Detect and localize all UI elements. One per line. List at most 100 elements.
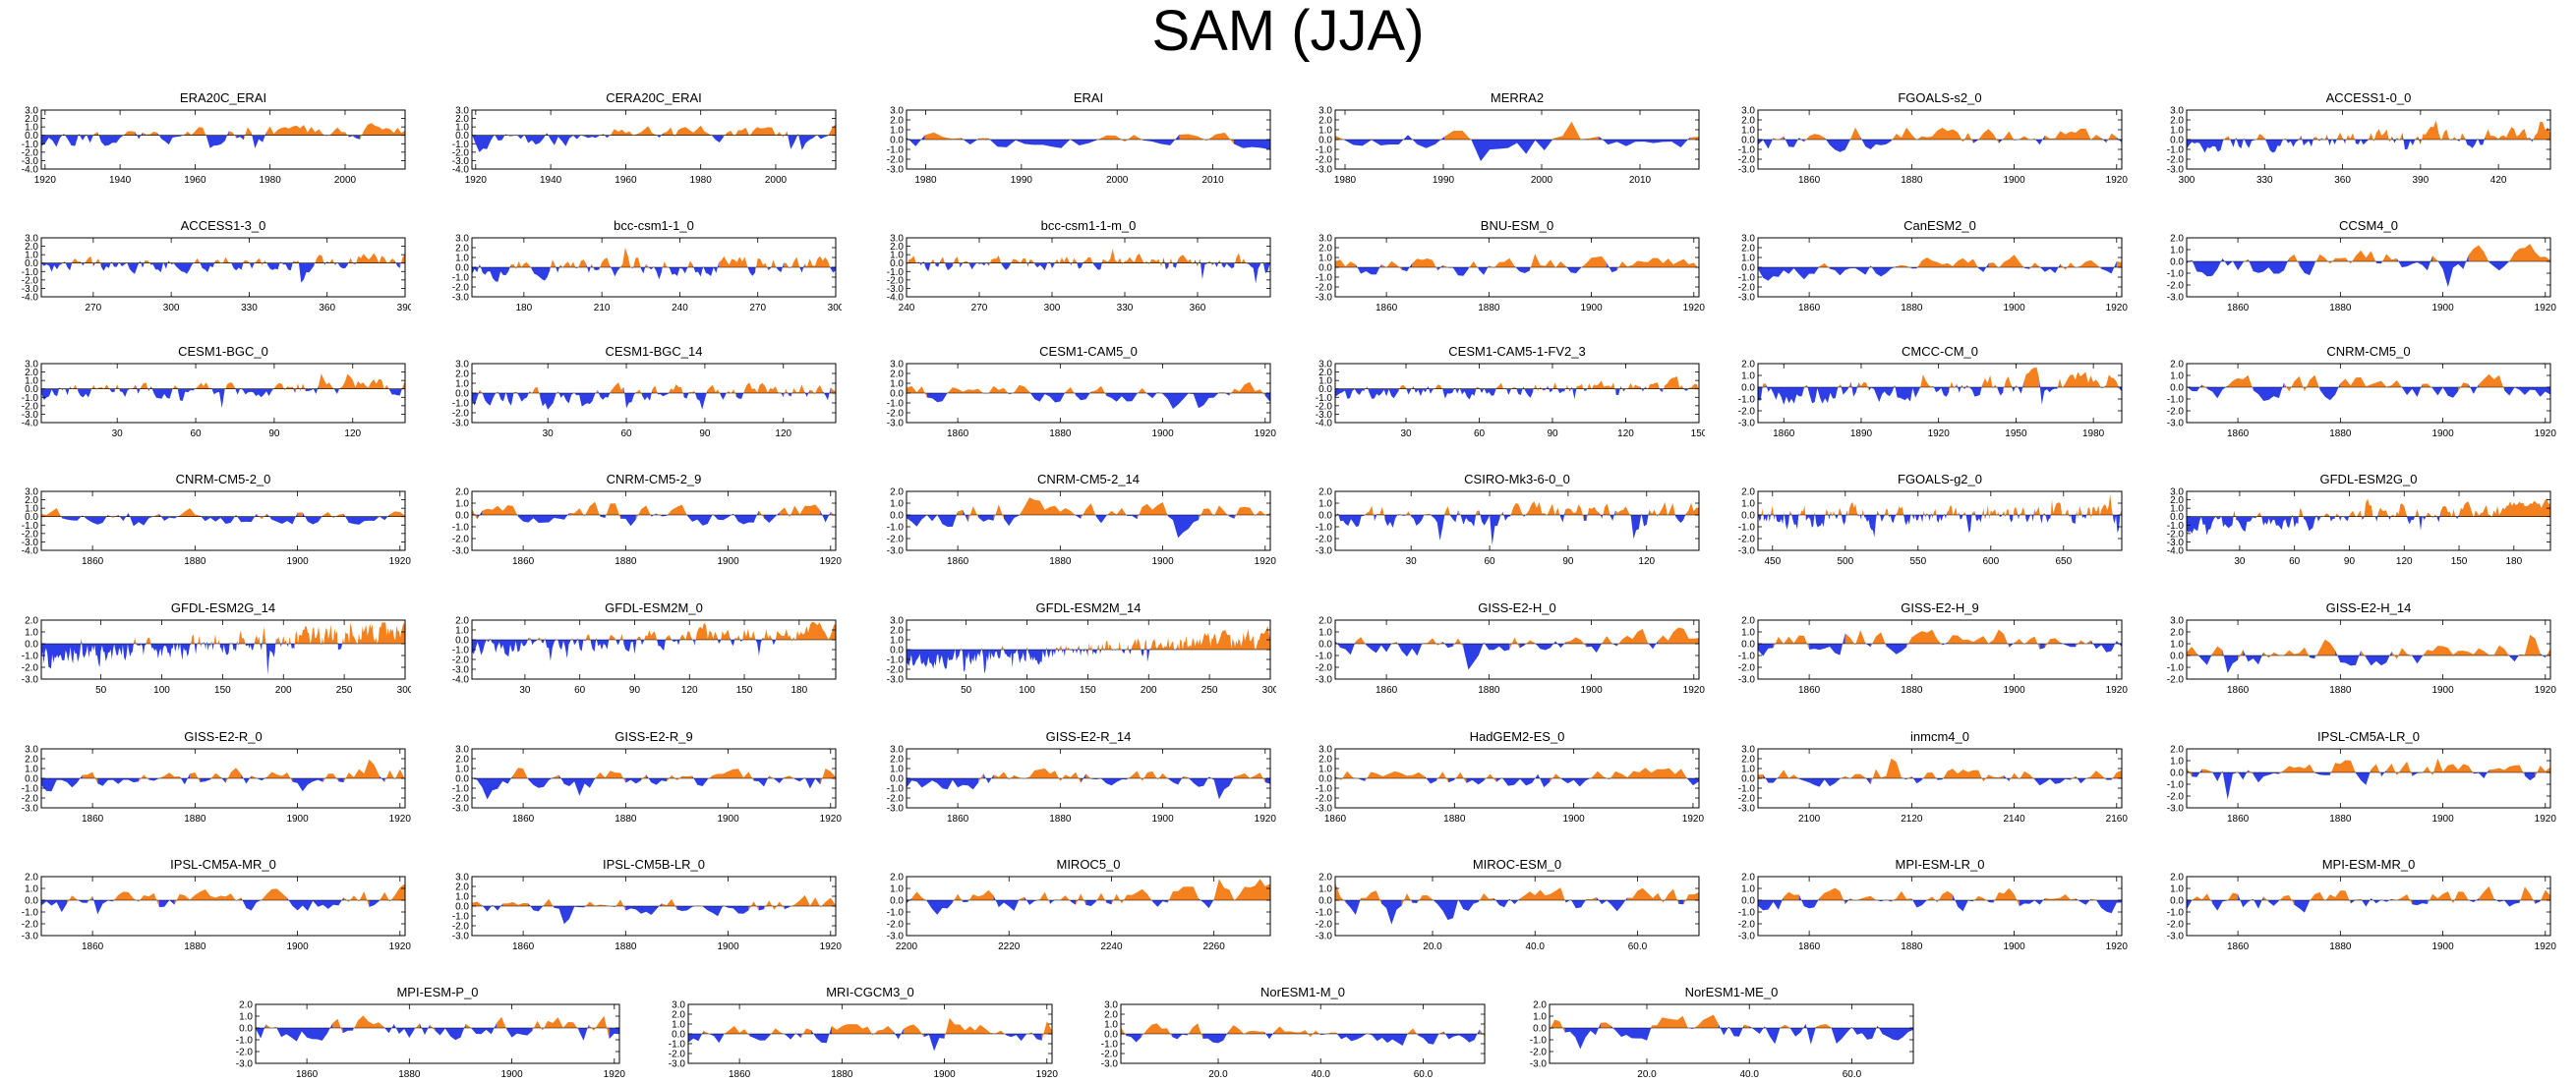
y-tick-label: -4.0 <box>452 675 470 686</box>
panel-title: CESM1-CAM5-1-FV2_3 <box>1448 344 1585 359</box>
y-tick-label: -1.0 <box>1738 784 1756 795</box>
y-tick-label: -1.0 <box>2167 780 2185 791</box>
x-tick-label: 50 <box>961 685 972 696</box>
panel-title: CNRM-CM5-2_14 <box>1037 472 1140 486</box>
y-tick-label: -3.0 <box>22 284 39 295</box>
y-tick-label: -2.0 <box>887 275 905 286</box>
chart-panel: GFDL-ESM2M_0 2.0 1.0 0.0 -1.0 -2.0 -3.0 -4.0 30 6… <box>437 600 842 699</box>
y-tick-label: 2.0 <box>1533 1000 1547 1011</box>
y-tick-label: 0.0 <box>890 258 904 269</box>
y-tick-label: 0.0 <box>1741 383 1755 394</box>
positive-area <box>480 382 836 398</box>
y-tick-label: -2.0 <box>2167 792 2185 803</box>
y-tick-label: 0.0 <box>239 1024 253 1035</box>
y-tick-label: 3.0 <box>25 360 38 370</box>
y-tick-label: 3.0 <box>890 745 904 756</box>
chart-panel: IPSL-CM5A-LR_0 2.0 1.0 0.0 -1.0 -2.0 -3.0 1860 1… <box>2151 729 2556 827</box>
x-tick-label: 360 <box>1190 303 1206 314</box>
panel-title: CERA20C_ERAI <box>606 90 702 105</box>
y-tick-label: 3.0 <box>1318 745 1332 756</box>
x-tick-label: 90 <box>699 428 711 439</box>
y-tick-label: -3.0 <box>452 293 470 304</box>
chart-svg: MPI-ESM-MR_0 2.01.00.0-1.0-2.0-3.0 1860 188… <box>2167 857 2556 952</box>
x-tick-label: 300 <box>1262 685 1276 696</box>
y-tick-label: -1.0 <box>2167 269 2185 280</box>
negative-area <box>41 259 400 283</box>
x-tick-label: 150 <box>1691 428 1705 439</box>
y-tick-label: -2.0 <box>452 794 470 805</box>
y-tick-label: -2.0 <box>236 1048 254 1058</box>
x-tick-label: 1920 <box>820 941 842 952</box>
y-tick-label: 1.0 <box>1318 765 1332 775</box>
negative-area <box>2187 510 2459 536</box>
y-tick-label: 0.0 <box>2170 257 2184 268</box>
y-tick-label: -1.0 <box>1316 523 1333 534</box>
x-tick-label: 1880 <box>1901 941 1923 952</box>
y-tick-label: -2.0 <box>22 275 39 286</box>
chart-svg: MRI-CGCM3_0 3.02.01.00.0-1.0-2.0-3.0 1860 1… <box>669 985 1058 1080</box>
x-tick-label: 1900 <box>286 814 309 825</box>
panel-title: CESM1-BGC_14 <box>606 344 703 359</box>
y-tick-label: 1.0 <box>25 628 38 639</box>
y-tick-label: -3.0 <box>887 419 905 429</box>
y-tick-label: -4.0 <box>2167 546 2185 557</box>
y-tick-label: 1.0 <box>890 636 904 647</box>
x-tick-label: 60 <box>1474 428 1486 439</box>
y-tick-label: -2.0 <box>1316 794 1333 805</box>
y-tick-label: -2.0 <box>2167 920 2185 931</box>
x-tick-label: 1940 <box>540 175 562 186</box>
y-tick-label: -3.0 <box>887 165 905 176</box>
x-tick-label: 1880 <box>1443 814 1466 825</box>
x-tick-label: 60.0 <box>1414 1069 1434 1080</box>
y-tick-label: -3.0 <box>452 156 470 167</box>
y-tick-label: 0.0 <box>1318 640 1332 651</box>
negative-area <box>61 512 390 527</box>
y-tick-label: 1.0 <box>1741 499 1755 510</box>
y-tick-label: 1.0 <box>1741 765 1755 775</box>
x-tick-label: 1860 <box>1376 685 1398 696</box>
y-tick-label: -2.0 <box>2167 675 2185 686</box>
x-tick-label: 1880 <box>1901 303 1923 314</box>
x-tick-label: 1860 <box>1798 941 1821 952</box>
negative-area <box>477 510 831 527</box>
x-tick-label: 200 <box>275 685 292 696</box>
y-tick-label: -3.0 <box>236 1059 254 1070</box>
x-tick-label: 1880 <box>615 941 637 952</box>
y-tick-label: -1.0 <box>452 912 470 923</box>
y-tick-label: 2.0 <box>2170 116 2184 127</box>
y-tick-label: -1.0 <box>1738 273 1756 284</box>
x-tick-label: 1890 <box>1850 428 1873 439</box>
x-tick-label: 1880 <box>2329 428 2352 439</box>
x-tick-label: 1920 <box>1683 685 1705 696</box>
positive-area <box>1784 887 2096 907</box>
x-tick-label: 1880 <box>831 1069 853 1080</box>
x-tick-label: 20.0 <box>1208 1069 1228 1080</box>
chart-panel: HadGEM2-ES_0 3.0 2.0 1.0 0.0 -1.0 -2.0 -3.0 1860… <box>1300 729 1705 827</box>
x-tick-label: 1920 <box>2535 303 2556 314</box>
negative-area <box>907 639 1176 674</box>
y-tick-label: 0.0 <box>1741 511 1755 522</box>
x-tick-label: 1920 <box>1255 428 1276 439</box>
y-tick-label: 0.0 <box>25 640 38 651</box>
negative-area <box>926 391 1270 409</box>
chart-svg: IPSL-CM5A-LR_0 2.01.00.0-1.0-2.0-3.0 1860 1… <box>2167 729 2556 825</box>
x-tick-label: 330 <box>1117 303 1134 314</box>
y-tick-label: 2.0 <box>455 755 469 766</box>
y-tick-label: 1.0 <box>1533 1012 1547 1023</box>
y-tick-label: -1.0 <box>22 393 39 404</box>
x-tick-label: 390 <box>397 303 411 314</box>
y-tick-label: -2.0 <box>669 1050 686 1060</box>
x-tick-label: 180 <box>2505 556 2522 567</box>
negative-area <box>1355 262 1617 276</box>
y-tick-label: -3.0 <box>887 284 905 295</box>
x-tick-label: 1900 <box>286 556 309 567</box>
chart-svg: IPSL-CM5A-MR_0 2.01.00.0-1.0-2.0-3.0 1860 1… <box>22 857 411 952</box>
x-tick-label: 1860 <box>512 556 535 567</box>
y-tick-label: -2.0 <box>452 409 470 420</box>
y-tick-label: -3.0 <box>1738 546 1756 557</box>
y-tick-label: 0.0 <box>2170 652 2184 662</box>
y-tick-label: -2.0 <box>452 922 470 933</box>
x-tick-label: 1920 <box>2535 428 2556 439</box>
negative-area <box>907 895 1214 915</box>
